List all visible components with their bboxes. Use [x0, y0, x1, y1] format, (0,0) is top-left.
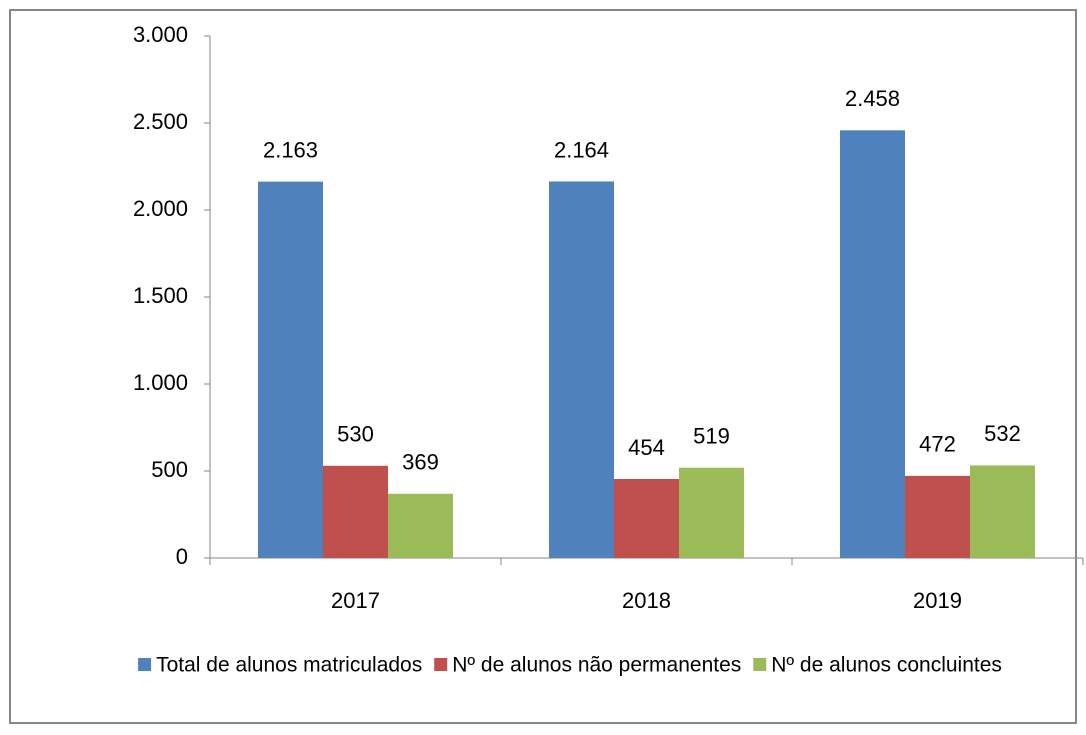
data-label: 519	[693, 424, 730, 449]
x-tick-label: 2018	[622, 588, 671, 613]
y-tick-label: 1.000	[133, 370, 188, 395]
bar	[549, 181, 614, 559]
x-tick-label: 2019	[913, 588, 962, 613]
legend-swatch	[434, 658, 448, 671]
legend-label: Nº de alunos concluintes	[771, 654, 1002, 677]
y-tick-label: 2.500	[133, 109, 188, 134]
data-label: 532	[984, 421, 1021, 446]
bar	[323, 465, 388, 558]
y-tick-label: 0	[176, 544, 188, 569]
data-label: 530	[337, 422, 374, 447]
legend-label: Nº de alunos não permanentes	[452, 654, 741, 677]
x-tick-label: 2017	[331, 588, 380, 613]
data-label: 2.163	[263, 137, 318, 162]
legend-swatch	[753, 658, 767, 671]
data-label: 2.164	[554, 137, 609, 162]
legend-swatch	[138, 658, 152, 671]
bar	[258, 181, 323, 558]
y-tick-label: 2.000	[133, 196, 188, 221]
legend-label: Total de alunos matriculados	[156, 654, 422, 677]
data-label: 454	[628, 435, 665, 460]
data-label: 2.458	[845, 86, 900, 111]
y-tick-label: 3.000	[133, 22, 188, 47]
y-tick-label: 500	[151, 457, 188, 482]
bar	[905, 475, 970, 558]
bar	[614, 479, 679, 558]
y-tick-label: 1.500	[133, 283, 188, 308]
bar	[840, 130, 905, 559]
bar	[679, 467, 744, 558]
bar	[388, 493, 453, 558]
data-label: 369	[402, 450, 439, 475]
bar	[970, 465, 1035, 558]
data-label: 472	[919, 432, 956, 457]
